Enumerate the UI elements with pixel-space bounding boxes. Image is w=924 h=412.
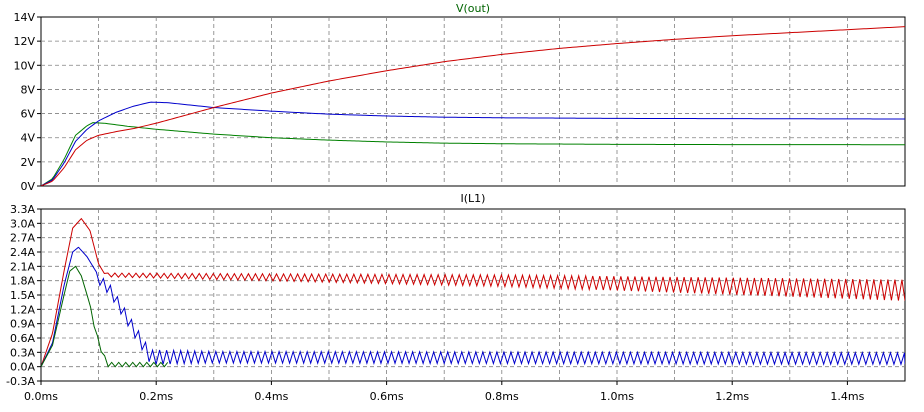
y-tick-label: 2V xyxy=(20,156,35,169)
y-tick-label: 10V xyxy=(13,59,35,72)
x-tick-label: 0.6ms xyxy=(370,390,404,403)
y-tick-label: 3.0A xyxy=(10,217,35,230)
y-tick-label: 0.0A xyxy=(10,361,35,374)
x-tick-label: 0.0ms xyxy=(24,390,58,403)
x-tick-label: 0.4ms xyxy=(254,390,288,403)
y-tick-label: 1.5A xyxy=(10,289,35,302)
series-group xyxy=(41,26,905,186)
chart-title: I(L1) xyxy=(461,192,486,205)
y-tick-label: 14V xyxy=(13,11,35,24)
x-tick-label: 0.2ms xyxy=(139,390,173,403)
series-line-3 xyxy=(41,26,905,186)
series-line-1 xyxy=(41,122,905,186)
y-tick-label: -0.3A xyxy=(6,375,35,388)
x-tick-label: 0.8ms xyxy=(485,390,519,403)
y-tick-label: 2.1A xyxy=(10,260,35,273)
y-tick-label: 2.4A xyxy=(10,246,35,259)
x-tick-label: 1.2ms xyxy=(715,390,749,403)
y-tick-label: 0.9A xyxy=(10,318,35,331)
y-tick-label: 3.3A xyxy=(10,203,35,216)
series-line-3 xyxy=(41,265,169,368)
plot-pane-2: -0.3A0.0A 0.3A0.6A0.9A 1.2A1.5A1.8A 2.1A2.4… xyxy=(6,192,906,403)
y-tick-label: 6V xyxy=(20,108,35,121)
series-line-1 xyxy=(41,217,905,367)
x-tick-label: 1.4ms xyxy=(830,390,864,403)
x-tick-label: 1.0ms xyxy=(600,390,634,403)
plot-pane-1: 0V 2V 4V 6V 8V 10V 12V 14V V(out) xyxy=(13,2,906,193)
chart-title: V(out) xyxy=(456,2,490,15)
y-tick-label: 0.3A xyxy=(10,346,35,359)
y-tick-label: 0V xyxy=(20,180,35,193)
series-line-2 xyxy=(41,246,905,367)
plot-frame xyxy=(40,16,906,187)
series-group xyxy=(41,217,905,368)
y-tick-label: 12V xyxy=(13,35,35,48)
y-tick-label: 8V xyxy=(20,83,35,96)
y-tick-label: 0.6A xyxy=(10,332,35,345)
y-tick-label: 1.8A xyxy=(10,275,35,288)
series-line-2 xyxy=(41,101,905,186)
y-tick-label: 1.2A xyxy=(10,303,35,316)
y-tick-label: 2.7A xyxy=(10,232,35,245)
y-tick-label: 4V xyxy=(20,132,35,145)
